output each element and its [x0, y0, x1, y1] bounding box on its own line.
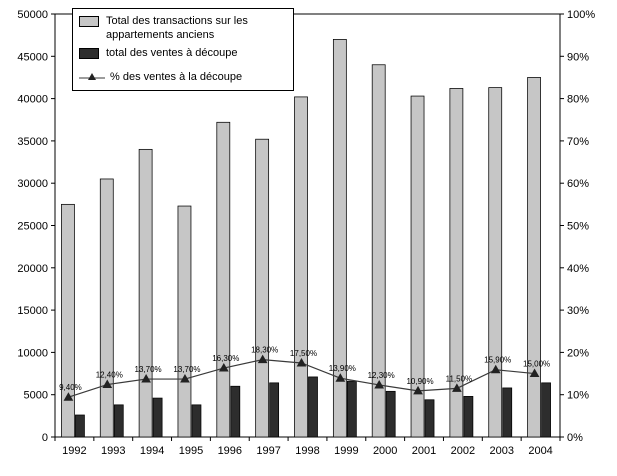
x-axis-category-label: 1995 [179, 445, 203, 457]
bar-ventes-decoupe [230, 385, 241, 438]
left-axis-tick-label: 0 [42, 432, 48, 444]
right-axis-tick-label: 70% [567, 136, 589, 148]
left-axis-tick-label: 35000 [17, 136, 48, 148]
legend-label-ventes-decoupe: total des ventes à découpe [106, 47, 238, 59]
right-axis-tick-label: 30% [567, 305, 589, 317]
pct-line-marker-icon [296, 357, 307, 367]
pct-data-label: 11,50% [446, 374, 473, 383]
legend-item-pct-decoupe: % des ventes à la découpe [79, 70, 287, 84]
pct-data-label: 12,40% [96, 371, 123, 380]
right-axis-tick-label: 0% [567, 432, 583, 444]
bar-total-transactions [99, 178, 114, 438]
x-axis-category-label: 2000 [373, 445, 397, 457]
legend: Total des transactions sur les apparteme… [72, 8, 294, 91]
legend-line-marker-icon [79, 71, 105, 83]
x-axis-category-label: 1993 [101, 445, 125, 457]
x-axis-category-label: 1994 [140, 445, 164, 457]
left-axis-tick-label: 25000 [17, 221, 48, 233]
x-axis-category-label: 1997 [256, 445, 280, 457]
right-axis-tick-label: 100% [567, 9, 595, 21]
bar-ventes-decoupe [424, 399, 435, 438]
right-axis-tick-label: 40% [567, 263, 589, 275]
bar-total-transactions [527, 77, 541, 438]
x-axis-category-label: 1998 [295, 445, 319, 457]
bar-total-transactions [294, 96, 308, 438]
x-axis-category-label: 2001 [412, 445, 436, 457]
bar-ventes-decoupe [502, 387, 513, 438]
legend-swatch-total-transactions-icon [79, 16, 99, 27]
left-axis-tick-label: 15000 [17, 305, 48, 317]
bar-ventes-decoupe [269, 382, 280, 438]
pct-data-label: 12,30% [368, 371, 395, 380]
pct-line-marker-icon [413, 385, 423, 395]
bar-ventes-decoupe [385, 390, 396, 438]
pct-data-label: 9,40% [59, 383, 82, 392]
bar-ventes-decoupe [463, 396, 474, 438]
pct-data-label: 10,90% [406, 377, 433, 386]
right-axis-tick-label: 90% [567, 51, 589, 63]
right-axis-tick-label: 80% [567, 94, 589, 106]
bar-total-transactions [332, 39, 347, 438]
bar-ventes-decoupe [308, 376, 318, 438]
bar-ventes-decoupe [113, 404, 124, 438]
pct-data-label: 13,70% [173, 365, 200, 374]
left-axis-tick-label: 40000 [17, 94, 48, 106]
x-axis-category-label: 1999 [334, 445, 358, 457]
pct-line-marker-icon [374, 379, 385, 389]
left-axis-tick-label: 10000 [17, 347, 48, 359]
x-axis-category-label: 2002 [451, 445, 475, 457]
bar-total-transactions [449, 88, 464, 438]
x-axis-category-label: 2003 [489, 445, 513, 457]
bar-total-transactions [255, 138, 270, 438]
pct-line-marker-icon [180, 374, 190, 383]
right-axis-tick-label: 60% [567, 178, 589, 190]
pct-line-marker-icon [335, 373, 346, 382]
bar-total-transactions [61, 203, 75, 438]
bar-ventes-decoupe [152, 397, 163, 438]
pct-data-label: 17,50% [290, 349, 317, 358]
pct-data-label: 16,30% [212, 354, 239, 363]
pct-line-marker-icon [490, 364, 501, 374]
legend-label-total-transactions: Total des transactions sur les apparteme… [106, 15, 248, 41]
pct-line-marker-icon [257, 354, 268, 364]
pct-line-marker-icon [102, 379, 113, 389]
bar-total-transactions [371, 64, 386, 438]
legend-item-ventes-decoupe: total des ventes à découpe [79, 46, 287, 60]
bar-ventes-decoupe [541, 382, 551, 438]
left-axis-tick-label: 5000 [24, 390, 48, 402]
legend-item-total-transactions: Total des transactions sur les apparteme… [79, 14, 287, 42]
bar-ventes-decoupe [75, 414, 85, 438]
left-axis-tick-label: 50000 [17, 9, 48, 21]
bar-total-transactions [216, 121, 231, 438]
x-axis-category-label: 1992 [62, 445, 86, 457]
pct-line-marker-icon [452, 383, 462, 392]
bar-total-transactions [488, 87, 503, 438]
bar-ventes-decoupe [191, 404, 202, 438]
bar-total-transactions [410, 95, 425, 438]
pct-data-label: 15,00% [523, 360, 550, 369]
left-axis-tick-label: 20000 [17, 263, 48, 275]
pct-line-marker-icon [529, 368, 540, 378]
left-axis-tick-label: 30000 [17, 178, 48, 190]
pct-data-label: 13,70% [135, 365, 162, 374]
legend-swatch-ventes-decoupe-icon [79, 48, 99, 59]
pct-data-label: 13,90% [329, 364, 356, 373]
pct-line-marker-icon [218, 363, 229, 372]
left-axis-tick-label: 45000 [17, 51, 48, 63]
pct-data-label: 18,30% [251, 346, 278, 355]
bar-total-transactions [177, 205, 192, 438]
x-axis-category-label: 2004 [528, 445, 552, 457]
right-axis-tick-label: 10% [567, 390, 589, 402]
legend-label-pct-decoupe: % des ventes à la découpe [110, 71, 243, 83]
bar-total-transactions [138, 148, 153, 438]
x-axis-category-label: 1996 [218, 445, 242, 457]
right-axis-tick-label: 20% [567, 347, 589, 359]
pct-line-marker-icon [141, 374, 151, 383]
right-axis-tick-label: 50% [567, 221, 589, 233]
pct-data-label: 15,90% [484, 356, 511, 365]
pct-line-marker-icon [63, 392, 74, 401]
bar-ventes-decoupe [346, 380, 357, 438]
